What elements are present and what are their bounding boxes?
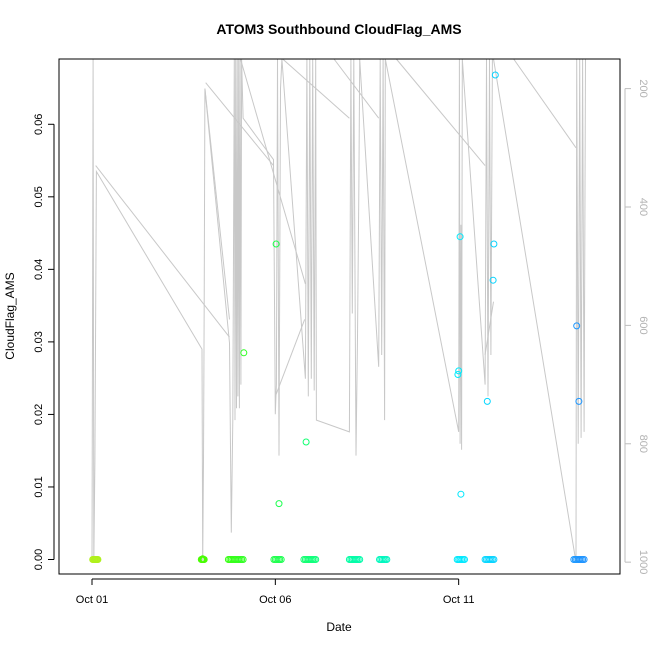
data-point (94, 556, 102, 563)
data-point (491, 71, 499, 79)
data-point (277, 556, 285, 563)
right-tick-label: 200 (637, 79, 649, 97)
x-tick-label: Oct 11 (443, 594, 475, 606)
y-tick-label: 0.02 (33, 404, 45, 425)
pressure-track-line (91, 58, 586, 563)
x-tick-label: Oct 01 (76, 594, 108, 606)
plot-frame (58, 58, 621, 575)
pressure-track-segment (95, 165, 230, 338)
data-point (490, 556, 498, 563)
data-point (302, 438, 310, 446)
data-point (275, 500, 283, 508)
data-point (457, 490, 465, 498)
pressure-track-segment (333, 58, 380, 119)
data-point (456, 233, 464, 241)
y-tick-label: 0.00 (33, 549, 45, 570)
data-point (272, 240, 280, 248)
data-point (240, 349, 248, 357)
data-point (461, 556, 468, 563)
data-points (89, 71, 588, 563)
y-tick-label: 0.01 (33, 476, 45, 497)
data-point (573, 322, 581, 330)
right-tick-label: 1000 (637, 550, 649, 574)
y-axis-label: CloudFlag_AMS (3, 272, 17, 359)
data-point (312, 556, 320, 563)
pressure-track-segment (484, 301, 494, 356)
y-axis: 0.00 0.01 0.02 0.03 0.04 0.05 0.06 (33, 114, 55, 570)
x-axis-label: Date (326, 620, 352, 634)
right-tick-label: 400 (637, 198, 649, 216)
data-point (575, 397, 583, 405)
data-point (239, 556, 247, 563)
y-tick-label: 0.05 (33, 186, 45, 207)
x-axis: Oct 01 Oct 06 Oct 11 (76, 578, 475, 606)
right-pressure-axis: 200 400 600 800 1000 (624, 79, 649, 574)
pressure-track-segment (395, 58, 486, 166)
pressure-track-segment (274, 319, 306, 397)
data-point (580, 556, 588, 563)
data-point (455, 367, 463, 375)
data-point (483, 397, 491, 405)
data-point (489, 276, 497, 284)
data-point (454, 371, 462, 378)
pressure-track-segment (204, 88, 230, 320)
right-tick-label: 600 (637, 316, 649, 334)
pressure-track-segment (205, 82, 274, 166)
chart-title: ATOM3 Southbound CloudFlag_AMS (216, 21, 461, 37)
data-point (199, 555, 207, 563)
y-tick-label: 0.06 (33, 114, 45, 135)
pressure-track-segment (240, 58, 306, 285)
pressure-track-segment (513, 58, 577, 149)
right-tick-label: 800 (637, 435, 649, 453)
x-tick-label: Oct 06 (259, 594, 291, 606)
data-point (490, 240, 498, 248)
data-point (383, 556, 391, 563)
pressure-track (91, 58, 586, 563)
data-point (356, 556, 364, 563)
pressure-track-segment (282, 58, 350, 119)
y-tick-label: 0.04 (33, 259, 45, 280)
y-tick-label: 0.03 (33, 331, 45, 352)
